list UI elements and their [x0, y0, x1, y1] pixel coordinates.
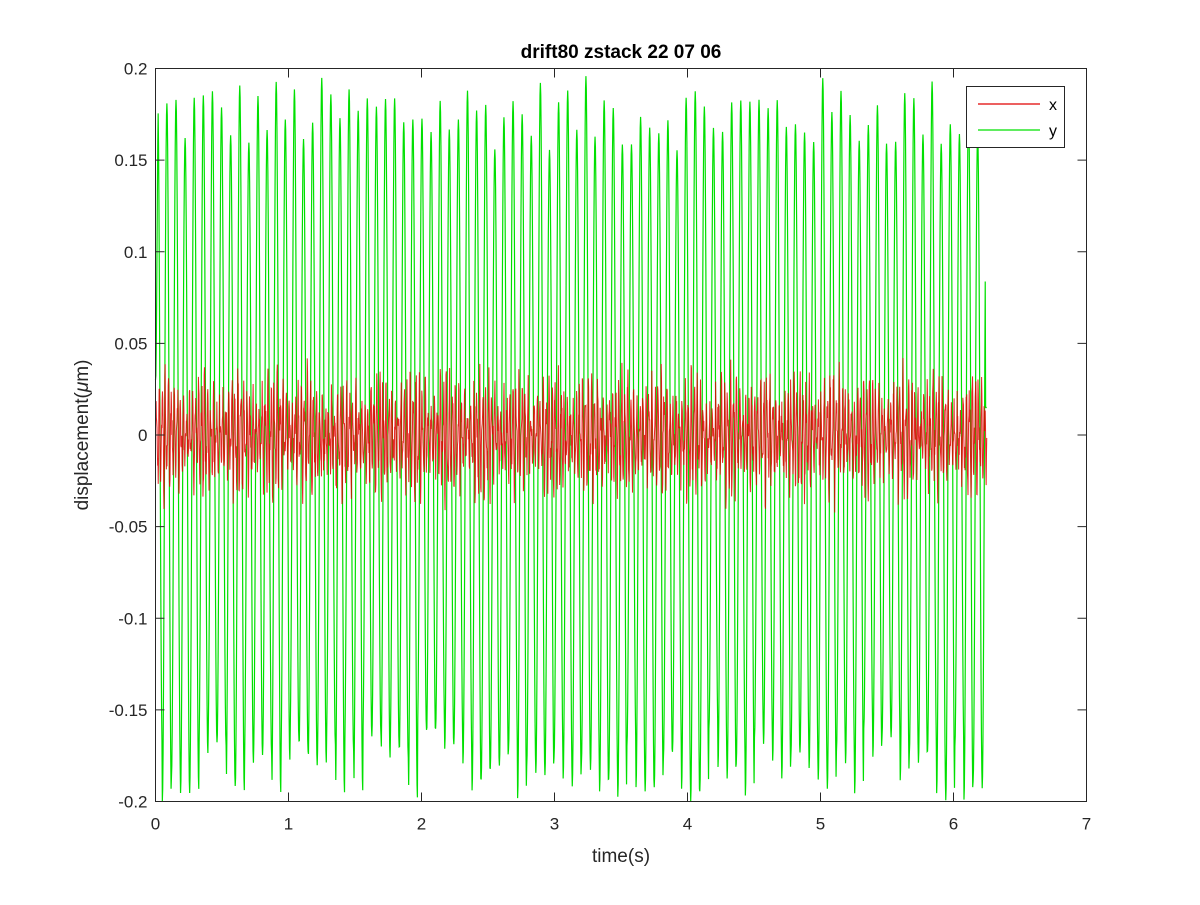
y-tick-label: 0.1	[124, 243, 148, 262]
series-line-y	[154, 76, 987, 802]
y-axis-title: displacement(μm)	[72, 360, 93, 511]
chart-title: drift80 zstack 22 07 06	[521, 42, 722, 63]
series-line-x	[155, 358, 988, 513]
y-tick-label: -0.05	[109, 518, 148, 537]
series-layer	[154, 76, 988, 802]
y-tick-label: -0.15	[109, 701, 148, 720]
legend-box	[966, 86, 1065, 148]
x-tick-label: 0	[151, 815, 160, 834]
x-tick-label: 2	[417, 815, 426, 834]
y-axis-title-mu: μ	[72, 381, 93, 393]
x-tick-label: 5	[816, 815, 825, 834]
x-tick-label: 6	[949, 815, 958, 834]
y-axis-ticks: -0.2 -0.15 -0.1 -0.05 0 0.05 0.1 0.15 0.2	[109, 60, 1087, 812]
y-tick-label: 0.2	[124, 60, 148, 79]
x-axis-ticks: 0 1 2 3 4 5 6 7	[151, 68, 1091, 834]
x-tick-label: 4	[683, 815, 692, 834]
x-tick-label: 7	[1082, 815, 1091, 834]
y-axis-title-prefix: displacement(	[72, 391, 93, 510]
legend-label-y: y	[1049, 123, 1057, 140]
y-tick-label: -0.2	[118, 793, 147, 812]
y-tick-label: -0.1	[118, 609, 147, 628]
y-axis-title-suffix: m)	[72, 360, 93, 382]
x-axis-title: time(s)	[592, 846, 650, 867]
y-tick-label: 0.15	[114, 151, 147, 170]
y-tick-label: 0.05	[114, 334, 147, 353]
x-tick-label: 3	[550, 815, 559, 834]
legend-label-x: x	[1049, 97, 1057, 114]
x-tick-label: 1	[284, 815, 293, 834]
y-tick-label: 0	[138, 426, 147, 445]
legend: x y	[966, 86, 1065, 148]
